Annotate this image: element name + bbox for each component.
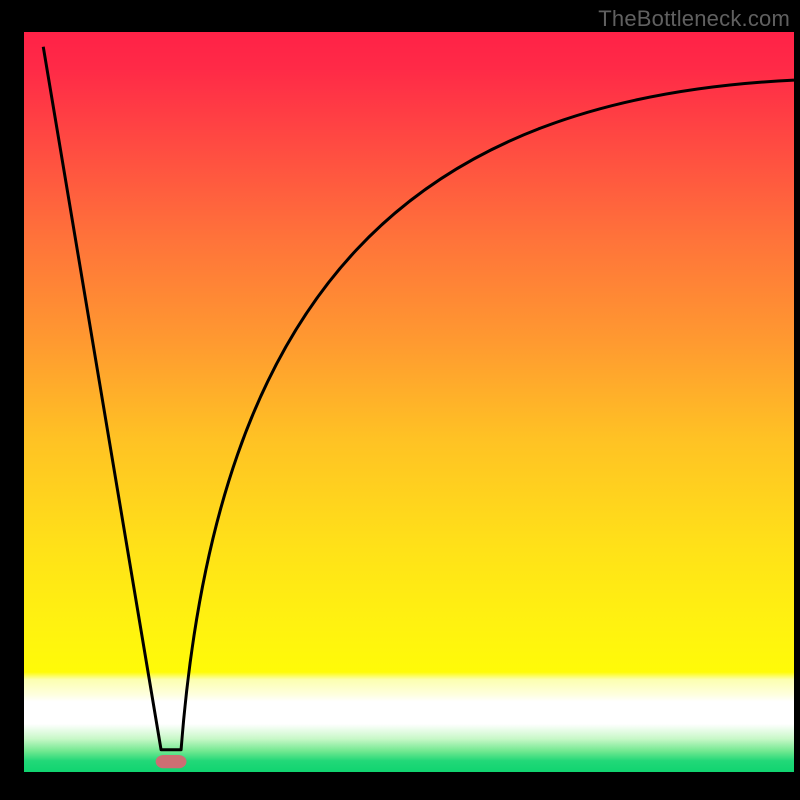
- watermark-text: TheBottleneck.com: [598, 6, 790, 32]
- frame-right: [794, 0, 800, 800]
- chart-root: TheBottleneck.com: [0, 0, 800, 800]
- chart-svg: [0, 0, 800, 800]
- frame-left: [0, 0, 24, 800]
- optimum-marker: [156, 755, 187, 768]
- frame-bottom: [0, 772, 800, 800]
- chart-background: [24, 32, 794, 772]
